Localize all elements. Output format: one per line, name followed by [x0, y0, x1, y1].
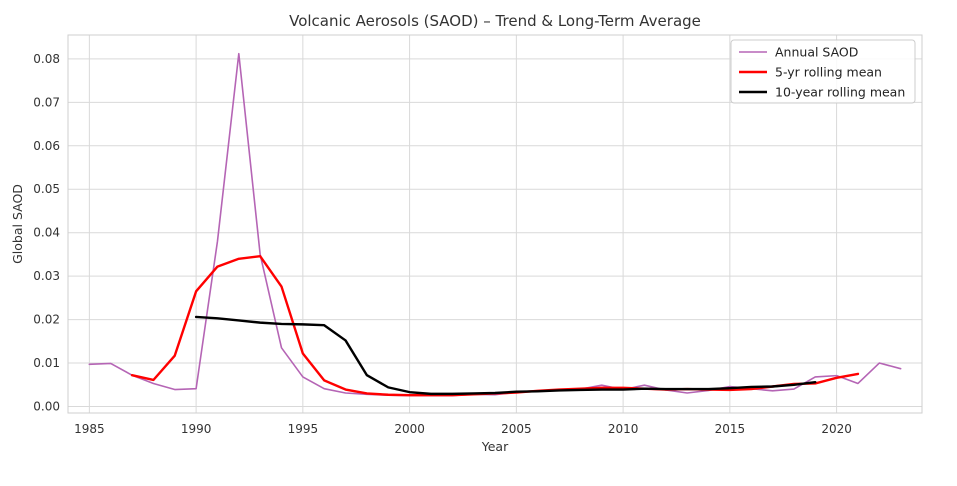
y-axis-label: Global SAOD: [10, 184, 25, 264]
legend: Annual SAOD 5-yr rolling mean 10-year roll…: [730, 39, 916, 104]
y-tick-label: 0.05: [33, 182, 60, 196]
plot-frame: [67, 34, 923, 414]
y-tick-label: 0.02: [33, 313, 60, 327]
legend-box: [730, 39, 916, 104]
x-tick-label: 2020: [821, 422, 852, 436]
y-tick-label: 0.06: [33, 139, 60, 153]
x-tick-label: 1995: [288, 422, 319, 436]
y-tick-label: 0.08: [33, 52, 60, 66]
series-lines: [88, 52, 902, 397]
x-tick-label: 1985: [74, 422, 105, 436]
y-tick-label: 0.03: [33, 269, 60, 283]
x-axis-ticks: 1985 1990 1995 2000 2005 2010 2015 2020: [74, 422, 852, 436]
series-line-3: [194, 315, 817, 396]
legend-label-1: Annual SAOD: [775, 45, 858, 60]
x-tick-label: 1990: [181, 422, 212, 436]
x-axis-label: Year: [481, 439, 509, 454]
series-line-1: [88, 52, 902, 397]
chart-title: Volcanic Aerosols (SAOD) – Trend & Long-…: [289, 12, 701, 30]
y-tick-label: 0.01: [33, 356, 60, 370]
x-tick-label: 2005: [501, 422, 532, 436]
y-tick-label: 0.04: [33, 226, 60, 240]
x-tick-label: 2015: [715, 422, 746, 436]
y-tick-label: 0.00: [33, 399, 60, 413]
y-axis-ticks: 0.00 0.01 0.02 0.03 0.04 0.05 0.06 0.07 0.08: [33, 52, 60, 414]
x-tick-label: 2010: [608, 422, 639, 436]
legend-label-2: 5-yr rolling mean: [775, 65, 882, 80]
y-tick-label: 0.07: [33, 95, 60, 109]
legend-label-3: 10-year rolling mean: [775, 85, 905, 100]
x-tick-label: 2000: [394, 422, 425, 436]
